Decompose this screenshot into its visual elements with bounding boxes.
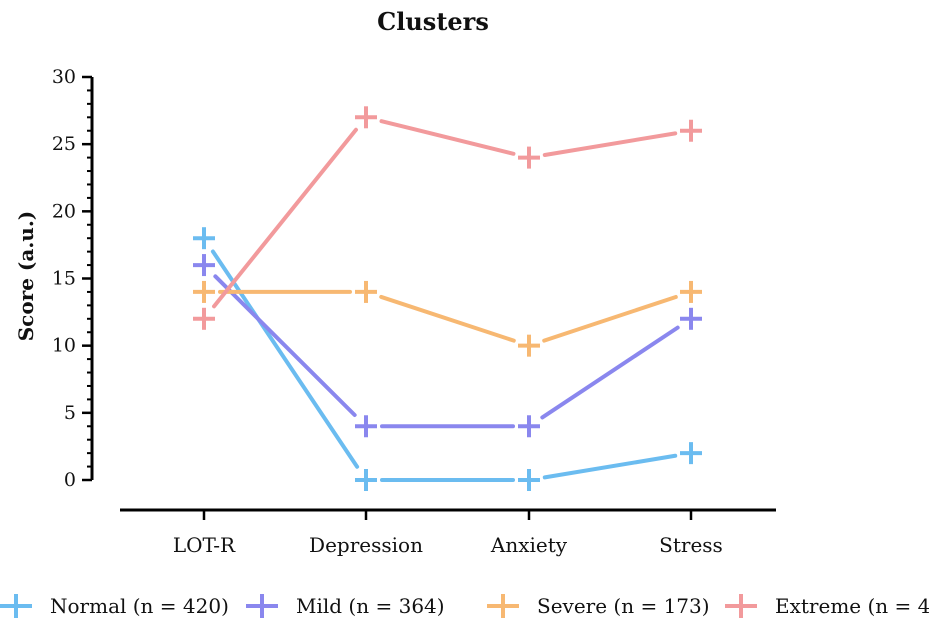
- data-point: [355, 106, 377, 129]
- series-line-segment: [379, 119, 516, 156]
- y-tick-label: 30: [52, 66, 76, 88]
- y-tick-label: 10: [52, 335, 76, 357]
- data-point: [680, 119, 702, 142]
- x-tick-label: Depression: [309, 533, 423, 557]
- data-point: [680, 280, 702, 303]
- chart-title: Clusters: [377, 7, 489, 36]
- data-point: [680, 442, 702, 465]
- data-point: [193, 254, 215, 277]
- data-point: [680, 307, 702, 330]
- data-point: [518, 415, 540, 438]
- data-point: [518, 469, 540, 491]
- y-tick-label: 20: [52, 200, 76, 222]
- legend-item: Extreme (n = 46): [725, 594, 929, 618]
- series-line-segment: [212, 127, 358, 309]
- series-markers: [193, 106, 702, 491]
- series-line-segment: [379, 294, 516, 343]
- data-point: [355, 280, 377, 303]
- x-tick-label: Stress: [659, 533, 723, 557]
- series-line-segment: [542, 131, 678, 157]
- y-axis-label: Score (a.u.): [14, 211, 38, 342]
- series-line-segment: [542, 453, 678, 480]
- legend: Normal (n = 420) Mild (n = 364) Severe (n …: [0, 594, 929, 618]
- data-point: [193, 307, 215, 330]
- series-line-segment: [210, 249, 360, 469]
- series-line-segment: [542, 294, 678, 343]
- y-tick-label: 25: [52, 133, 76, 155]
- x-tick-label: Anxiety: [490, 533, 568, 557]
- y-tick-label: 5: [64, 402, 76, 424]
- y-tick-label: 15: [52, 268, 76, 290]
- y-tick-label: 0: [64, 469, 76, 491]
- legend-item: Severe (n = 173): [487, 594, 710, 618]
- data-point: [193, 227, 215, 250]
- data-point: [193, 280, 215, 303]
- legend-item: Normal (n = 420): [0, 594, 229, 618]
- axes: 0 5 10 15 20 25 30 LOT-R Depression Anxiety Stress: [52, 66, 776, 557]
- legend-label: Extreme (n = 46): [775, 594, 929, 618]
- series-line-segment: [540, 325, 680, 420]
- data-point: [518, 334, 540, 357]
- data-point: [355, 415, 377, 438]
- x-tick-label: LOT-R: [173, 533, 236, 557]
- data-point: [355, 469, 377, 491]
- series-lines: [210, 119, 680, 482]
- series-line-segment: [213, 274, 357, 417]
- data-point: [518, 146, 540, 169]
- legend-label: Normal (n = 420): [50, 594, 229, 618]
- legend-label: Severe (n = 173): [537, 594, 710, 618]
- legend-label: Mild (n = 364): [296, 594, 445, 618]
- legend-item: Mild (n = 364): [246, 594, 445, 618]
